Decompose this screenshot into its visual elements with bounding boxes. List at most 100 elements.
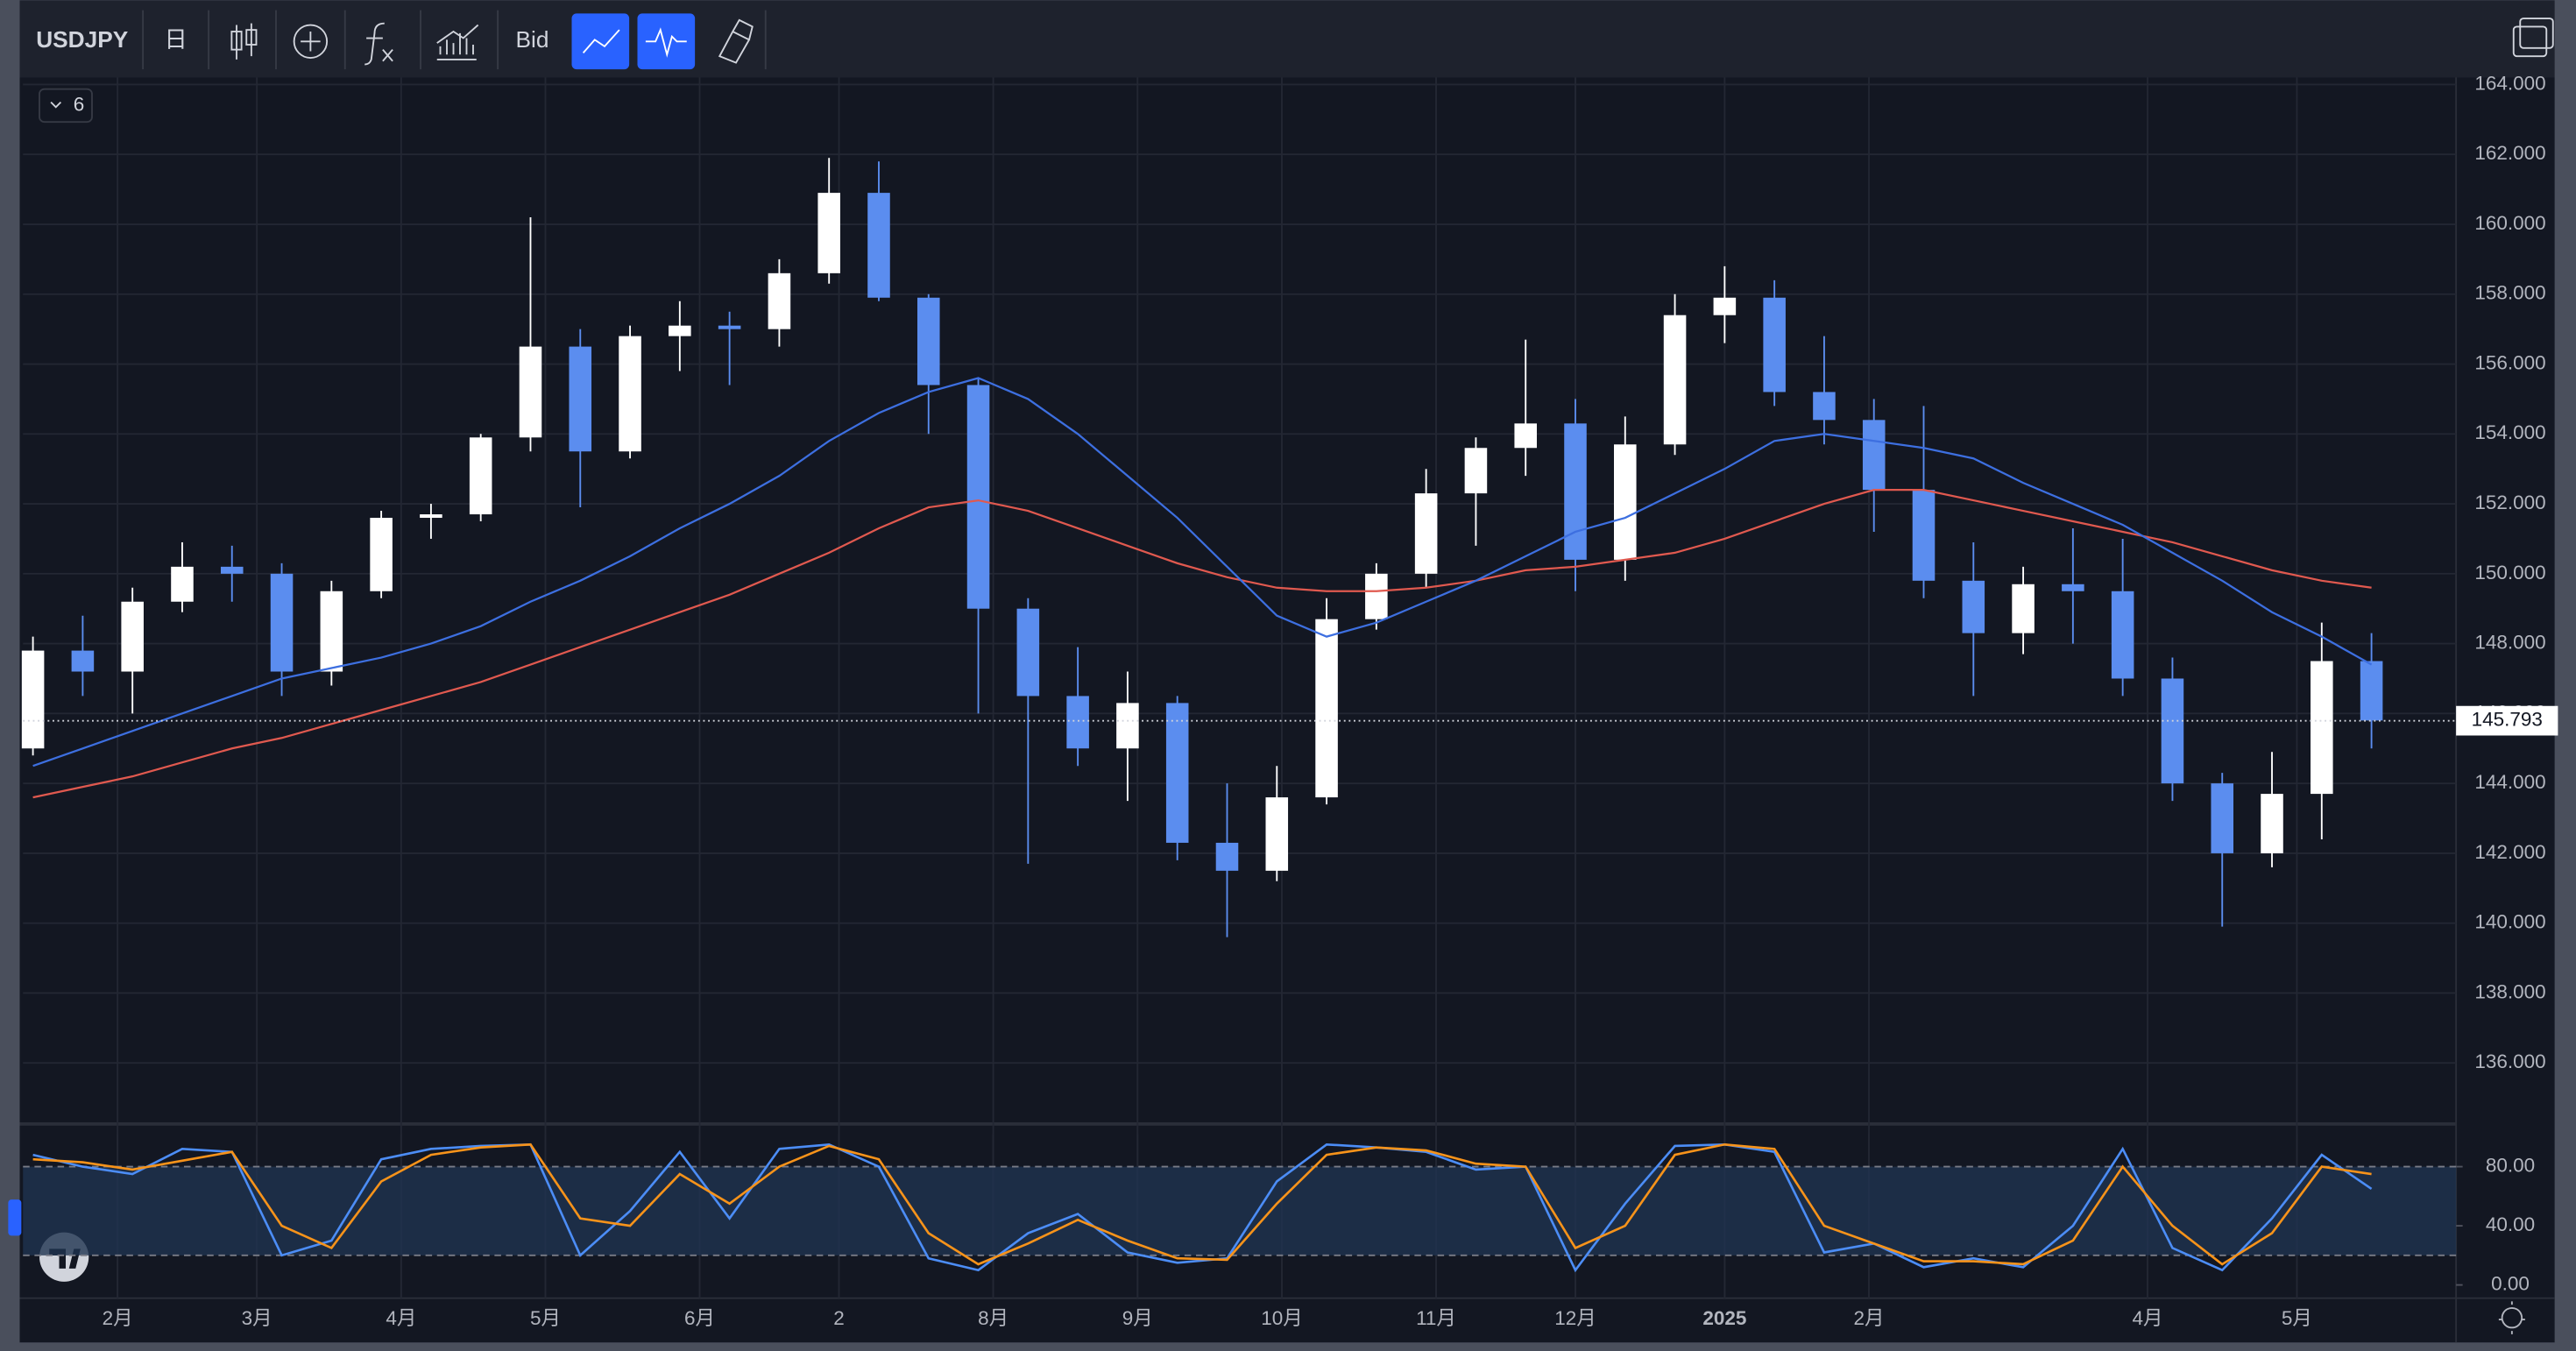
x-tick-label: 12月	[1554, 1307, 1596, 1329]
candle-body	[768, 272, 791, 329]
candle-body	[1265, 797, 1289, 871]
candle-body	[171, 566, 194, 602]
toolbar-buttons: USDJPY 日 Bid	[36, 10, 2554, 70]
candle-body	[220, 566, 244, 574]
x-tick-label: 3月	[242, 1307, 272, 1329]
y-tick-label: 138.000	[2474, 980, 2545, 1002]
candle-body	[420, 514, 442, 519]
candle-body	[2261, 794, 2283, 853]
candle-body	[519, 346, 542, 438]
indicator-count: 6	[74, 93, 85, 115]
y-tick-label: 160.000	[2474, 212, 2545, 234]
y-tick-label: 80.00	[2486, 1155, 2535, 1177]
x-tick-label: 4月	[2133, 1307, 2163, 1329]
y-tick-label: 142.000	[2474, 841, 2545, 863]
y-tick-label: 158.000	[2474, 282, 2545, 304]
x-tick-label: 2月	[1854, 1307, 1885, 1329]
side-handle[interactable]	[8, 1199, 22, 1236]
y-tick-label: 154.000	[2474, 421, 2545, 443]
candle-body	[569, 346, 592, 452]
x-tick-label: 4月	[386, 1307, 416, 1329]
candle-body	[270, 573, 294, 672]
price-source-button[interactable]: Bid	[516, 26, 549, 53]
x-tick-label: 2025	[1702, 1307, 1746, 1329]
active-button[interactable]	[571, 13, 630, 70]
series-line	[32, 1142, 2373, 1273]
candle-body	[867, 193, 890, 298]
y-tick-label: 140.000	[2474, 911, 2545, 933]
candle-body	[320, 591, 343, 672]
icon	[582, 29, 620, 53]
last-price-box	[2456, 705, 2558, 736]
candle-body	[1066, 696, 1089, 749]
candle-body	[1912, 490, 1936, 581]
x-tick-label: 6月	[684, 1307, 715, 1329]
candle-body	[469, 437, 492, 515]
band	[23, 1166, 2457, 1256]
x-tick-label: 9月	[1122, 1307, 1153, 1329]
y-tick-label: 144.000	[2474, 771, 2545, 793]
y-tick-label: 152.000	[2474, 492, 2545, 513]
candle-body	[1713, 297, 1737, 315]
y-tick-label: 136.000	[2474, 1050, 2545, 1072]
templates-button[interactable]	[436, 24, 479, 60]
active-button[interactable]	[637, 13, 696, 70]
x-tick-label: 10月	[1261, 1307, 1303, 1329]
brush-button[interactable]	[718, 18, 754, 64]
y-tick-label: 162.000	[2474, 142, 2545, 164]
grid	[23, 77, 2463, 1298]
indicators-button[interactable]	[364, 22, 393, 66]
candle-body	[2311, 661, 2333, 795]
candle-body	[2111, 591, 2134, 679]
moving-average	[32, 488, 2372, 799]
candle-body	[1862, 420, 1886, 491]
candle-body	[2012, 584, 2035, 633]
candle-body	[2211, 783, 2234, 853]
icon	[645, 27, 687, 58]
symbol[interactable]: USDJPY	[36, 26, 129, 53]
compare-button[interactable]	[293, 24, 329, 59]
candle-body	[121, 601, 144, 672]
series-line	[32, 1142, 2372, 1266]
x-tick-label: 5月	[530, 1307, 561, 1329]
y-tick-label: 156.000	[2474, 351, 2545, 373]
candle-body	[669, 325, 691, 336]
candle-body	[1564, 423, 1587, 560]
x-tick-label: 8月	[978, 1307, 1008, 1329]
candle-body	[1514, 423, 1537, 449]
x-tick-label: 5月	[2282, 1307, 2312, 1329]
interval-button[interactable]: 日	[165, 26, 188, 53]
candle-body	[619, 336, 641, 452]
candle-body	[370, 518, 393, 591]
chart-type-button[interactable]	[230, 23, 258, 60]
candle-body	[2062, 584, 2084, 591]
x-tick-label: 2月	[103, 1307, 133, 1329]
settings-button[interactable]	[2498, 1301, 2525, 1334]
last-price-label: 145.793	[2472, 709, 2543, 731]
candle-body	[1116, 703, 1139, 749]
candle-body	[916, 297, 940, 385]
y-tick-label: 150.000	[2474, 562, 2545, 584]
candle-body	[1763, 297, 1786, 393]
x-tick-label: 11月	[1416, 1307, 1456, 1329]
candle-body	[1016, 608, 1040, 697]
y-tick-label: 164.000	[2474, 72, 2545, 94]
candle-body	[2360, 661, 2383, 721]
legend-toggle[interactable]	[39, 88, 93, 124]
candle-body	[1663, 315, 1687, 445]
candle-body	[718, 325, 741, 329]
toolbar	[19, 0, 2555, 78]
candle-body	[2161, 678, 2184, 784]
candle-body	[1614, 444, 1637, 560]
candle-body	[966, 385, 990, 609]
candle-body	[71, 650, 95, 672]
chart-area	[19, 77, 2555, 1343]
candle-body	[1365, 573, 1388, 619]
candle-body	[21, 650, 45, 749]
x-tick-label: 2	[833, 1307, 845, 1329]
candle-body	[1962, 580, 1985, 633]
y-tick-label: 148.000	[2474, 632, 2545, 654]
layout-button[interactable]	[2512, 18, 2554, 58]
